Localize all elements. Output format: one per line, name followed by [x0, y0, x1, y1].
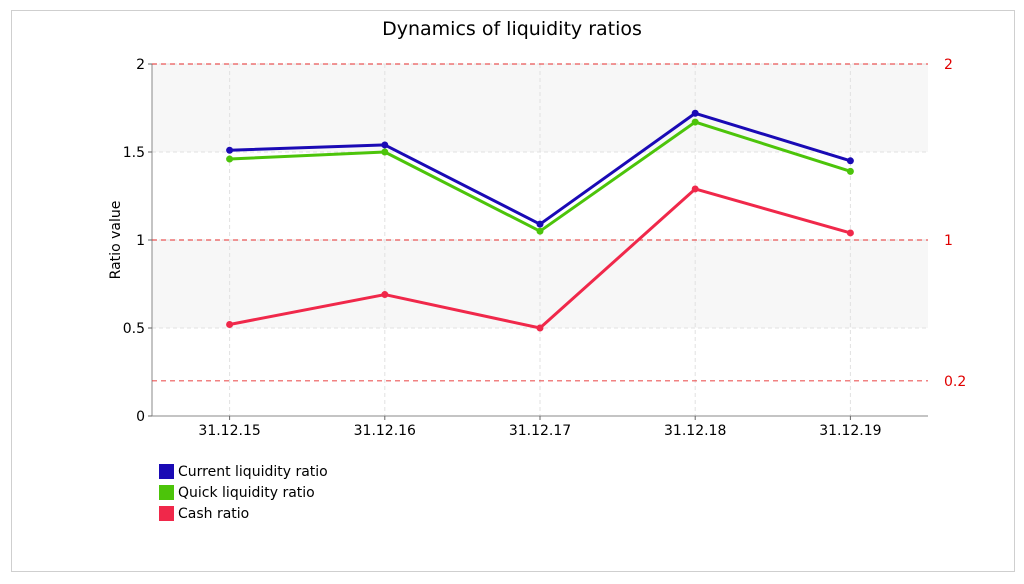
series-point-0 [381, 141, 389, 149]
legend-swatch-quick [159, 485, 174, 500]
y-tick-label: 0.5 [123, 321, 145, 337]
x-tick-label: 31.12.19 [819, 423, 881, 439]
legend: Current liquidity ratio Quick liquidity … [159, 461, 328, 524]
legend-swatch-current [159, 464, 174, 479]
series-point-2 [226, 320, 234, 328]
series-point-0 [846, 157, 854, 165]
x-tick-label: 31.12.16 [354, 423, 416, 439]
x-tick-label: 31.12.15 [198, 423, 260, 439]
series-point-2 [691, 185, 699, 193]
reference-line-label: 1 [944, 233, 953, 249]
legend-item-cash: Cash ratio [159, 503, 328, 524]
legend-swatch-cash [159, 506, 174, 521]
series-point-1 [226, 155, 234, 163]
series-point-0 [536, 220, 544, 228]
y-tick-label: 1.5 [123, 145, 145, 161]
y-tick-label: 0 [136, 409, 145, 425]
chart-title: Dynamics of liquidity ratios [382, 18, 642, 40]
x-tick-label: 31.12.18 [664, 423, 726, 439]
series-point-0 [226, 146, 234, 154]
series-point-0 [691, 109, 699, 117]
legend-label-current: Current liquidity ratio [178, 463, 328, 480]
series-point-1 [381, 148, 389, 156]
series-point-2 [381, 291, 389, 299]
series-point-1 [691, 118, 699, 126]
y-tick-label: 1 [136, 233, 145, 249]
x-tick-label: 31.12.17 [509, 423, 571, 439]
series-point-2 [846, 229, 854, 237]
y-axis-label: Ratio value [108, 201, 124, 280]
series-point-1 [846, 167, 854, 175]
legend-label-quick: Quick liquidity ratio [178, 484, 315, 501]
series-point-2 [536, 324, 544, 332]
series-point-1 [536, 227, 544, 235]
legend-label-cash: Cash ratio [178, 505, 250, 522]
reference-line-label: 2 [944, 57, 953, 73]
y-tick-label: 2 [136, 57, 145, 73]
legend-item-quick: Quick liquidity ratio [159, 482, 328, 503]
reference-line-label: 0.2 [944, 374, 966, 390]
legend-item-current: Current liquidity ratio [159, 461, 328, 482]
